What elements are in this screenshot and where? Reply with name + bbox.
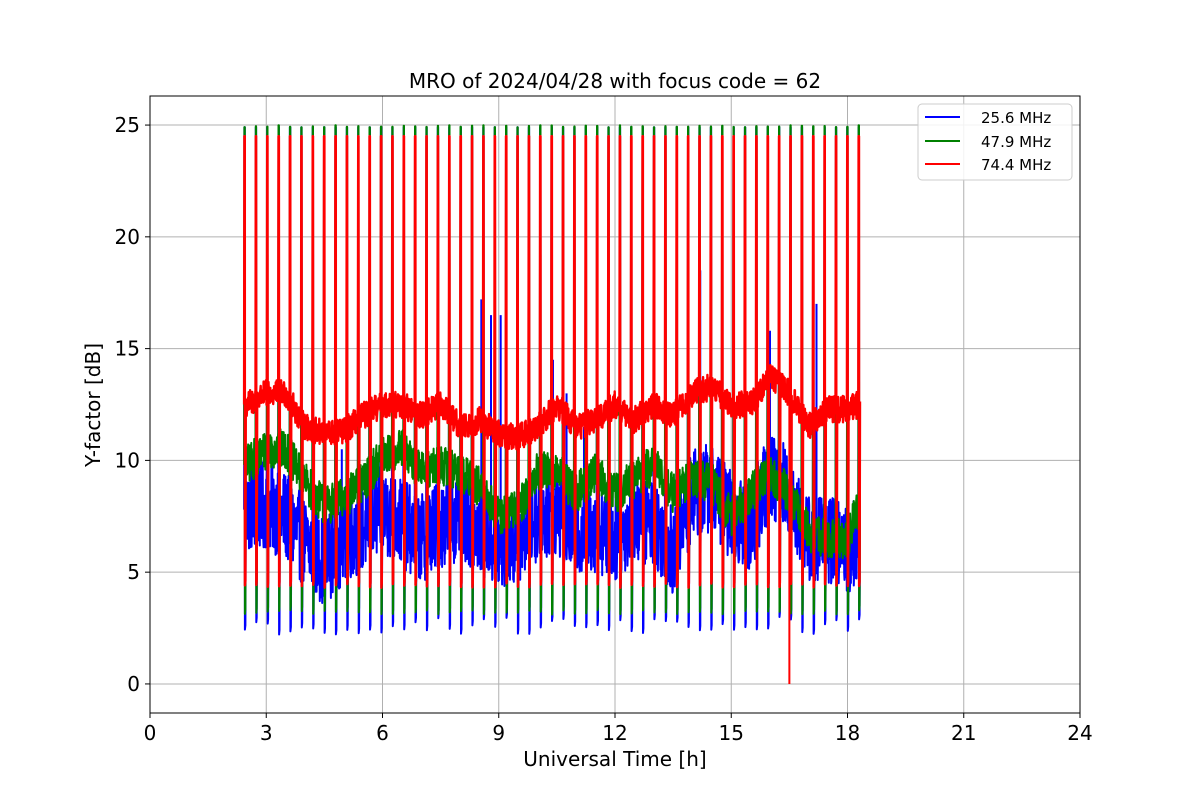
axis-ticks: 0 3 6 9 12 15 18 21 24 0 5 10 15 20 25	[115, 113, 1093, 745]
x-axis-label: Universal Time [h]	[523, 747, 706, 771]
x-tick-label: 0	[144, 721, 157, 745]
x-tick-label: 18	[835, 721, 860, 745]
legend-label-47-9: 47.9 MHz	[981, 133, 1051, 151]
y-tick-label: 10	[115, 448, 140, 472]
x-tick-label: 6	[376, 721, 389, 745]
chart-title: MRO of 2024/04/28 with focus code = 62	[409, 69, 821, 93]
legend-box	[917, 103, 1073, 181]
legend-label-25-6: 25.6 MHz	[981, 109, 1051, 127]
y-tick-label: 15	[115, 337, 140, 361]
series-line-74-4-mhz	[242, 135, 862, 589]
y-tick-label: 5	[127, 560, 140, 584]
y-tick-label: 20	[115, 225, 140, 249]
x-tick-label: 3	[260, 721, 273, 745]
x-tick-label: 9	[492, 721, 505, 745]
y-axis-label: Y-factor [dB]	[81, 343, 105, 468]
y-tick-label: 25	[115, 113, 140, 137]
legend: 25.6 MHz 47.9 MHz 74.4 MHz	[917, 103, 1073, 181]
y-tick-label: 0	[127, 672, 140, 696]
legend-label-74-4: 74.4 MHz	[981, 156, 1051, 174]
x-tick-label: 12	[602, 721, 627, 745]
x-tick-label: 15	[719, 721, 744, 745]
x-tick-label: 21	[951, 721, 976, 745]
plot-area	[242, 124, 862, 684]
x-tick-label: 24	[1067, 721, 1092, 745]
